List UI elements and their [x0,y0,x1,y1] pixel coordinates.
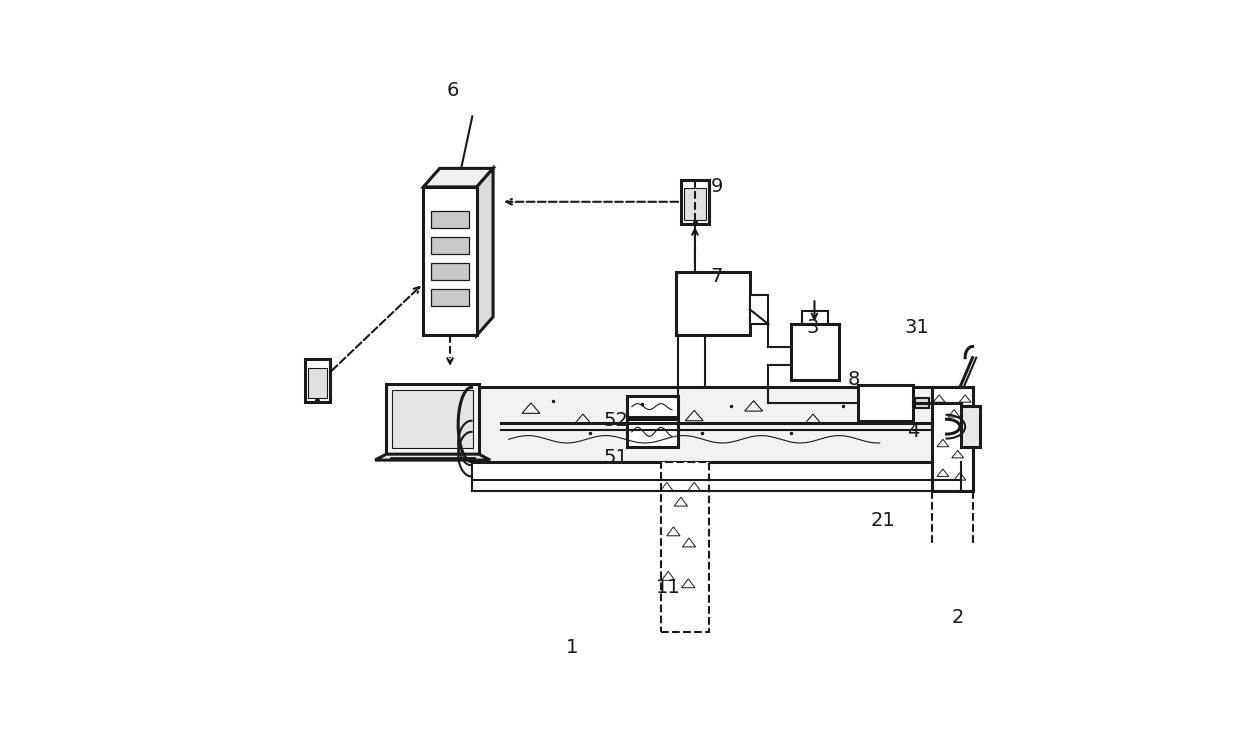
Bar [661,462,709,633]
Text: 21: 21 [872,512,895,530]
Bar [676,273,750,335]
Bar [423,187,476,335]
Polygon shape [374,454,490,460]
Bar [791,324,839,380]
Bar [430,212,469,228]
Text: 51: 51 [604,448,629,467]
Text: 9: 9 [711,177,723,197]
Text: 1: 1 [565,638,578,656]
Text: 52: 52 [604,411,629,431]
Text: 8: 8 [848,370,861,390]
Bar [681,180,709,224]
Bar [627,396,678,417]
Bar [392,390,472,448]
Bar [308,368,327,398]
Text: 6: 6 [446,81,459,100]
Bar [931,387,972,491]
Bar [961,406,980,447]
Polygon shape [386,384,479,454]
Bar [858,385,913,421]
Text: 11: 11 [656,578,681,597]
Bar [683,188,706,220]
Polygon shape [471,387,961,462]
Bar [627,419,678,447]
Bar [750,294,769,324]
Bar [305,359,330,402]
Bar [915,398,929,408]
Text: 3: 3 [807,318,820,337]
Bar [430,264,469,279]
Polygon shape [423,168,494,187]
Polygon shape [476,168,494,335]
Text: 2: 2 [951,608,963,627]
Bar [802,311,828,324]
Bar [430,238,469,254]
Bar [430,289,469,305]
Text: 7: 7 [711,267,723,285]
Text: 4: 4 [906,422,919,441]
Text: 31: 31 [904,318,929,337]
